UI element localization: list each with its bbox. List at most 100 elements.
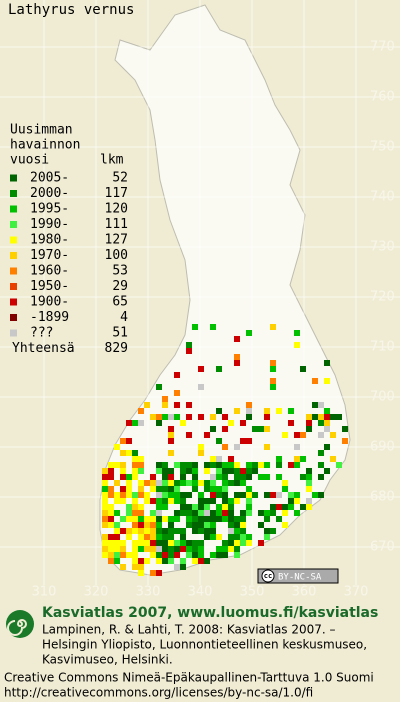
y-tick-label: 720 [370, 290, 395, 305]
record-cell [102, 540, 108, 546]
record-cell [120, 552, 126, 558]
record-cell [276, 492, 282, 498]
y-tick-label: 750 [370, 140, 395, 155]
svg-text:cc: cc [264, 572, 272, 580]
record-cell [144, 534, 150, 540]
record-cell [150, 474, 156, 480]
record-cell [168, 450, 174, 456]
record-cell [120, 564, 126, 570]
record-cell [108, 552, 114, 558]
record-cell [300, 456, 306, 462]
record-cell [120, 516, 126, 522]
record-cell [228, 522, 234, 528]
record-cell [150, 498, 156, 504]
record-cell [246, 474, 252, 480]
record-cell [288, 408, 294, 414]
record-cell [102, 534, 108, 540]
legend-swatch [10, 221, 17, 228]
record-cell [192, 474, 198, 480]
record-cell [162, 534, 168, 540]
record-cell [240, 528, 246, 534]
record-cell [300, 504, 306, 510]
record-cell [156, 492, 162, 498]
record-cell [294, 492, 300, 498]
record-cell [186, 492, 192, 498]
record-cell [180, 510, 186, 516]
record-cell [126, 492, 132, 498]
record-cell [180, 546, 186, 552]
record-cell [102, 474, 108, 480]
record-cell [162, 546, 168, 552]
record-cell [318, 432, 324, 438]
record-cell [162, 480, 168, 486]
record-cell [174, 402, 180, 408]
record-cell [240, 516, 246, 522]
record-cell [126, 516, 132, 522]
record-cell [108, 468, 114, 474]
record-cell [144, 522, 150, 528]
legend-label: 2005- [30, 171, 69, 186]
y-tick-label: 690 [370, 440, 395, 455]
record-cell [222, 480, 228, 486]
record-cell [306, 474, 312, 480]
record-cell [186, 546, 192, 552]
record-cell [108, 474, 114, 480]
record-cell [156, 558, 162, 564]
record-cell [102, 546, 108, 552]
x-tick-label: 360 [292, 585, 317, 600]
record-cell [210, 414, 216, 420]
record-cell [174, 510, 180, 516]
record-cell [234, 492, 240, 498]
record-cell [198, 366, 204, 372]
record-cell [240, 534, 246, 540]
record-cell [168, 432, 174, 438]
record-cell [324, 426, 330, 432]
x-tick-label: 340 [188, 585, 213, 600]
record-cell [252, 468, 258, 474]
record-cell [204, 486, 210, 492]
record-cell [270, 366, 276, 372]
record-cell [294, 432, 300, 438]
legend-swatch [10, 298, 17, 306]
record-cell [204, 516, 210, 522]
record-cell [294, 510, 300, 516]
record-cell [222, 486, 228, 492]
record-cell [156, 498, 162, 504]
record-cell [174, 498, 180, 504]
record-cell [234, 516, 240, 522]
record-cell [156, 540, 162, 546]
record-cell [174, 372, 180, 378]
record-cell [162, 552, 168, 558]
record-cell [288, 498, 294, 504]
y-tick-label: 770 [370, 40, 395, 55]
record-cell [114, 552, 120, 558]
record-cell [276, 462, 282, 468]
record-cell [168, 552, 174, 558]
record-cell [204, 534, 210, 540]
record-cell [210, 534, 216, 540]
record-cell [186, 540, 192, 546]
record-cell [192, 546, 198, 552]
record-cell [288, 492, 294, 498]
record-cell [216, 546, 222, 552]
record-cell [192, 540, 198, 546]
record-cell [240, 510, 246, 516]
record-cell [246, 492, 252, 498]
record-cell [264, 426, 270, 432]
record-cell [168, 546, 174, 552]
record-cell [222, 462, 228, 468]
record-cell [132, 456, 138, 462]
record-cell [168, 534, 174, 540]
record-cell [222, 426, 228, 432]
record-cell [240, 438, 246, 444]
record-cell [174, 480, 180, 486]
record-cell [132, 510, 138, 516]
record-cell [264, 414, 270, 420]
record-cell [180, 468, 186, 474]
record-cell [306, 480, 312, 486]
record-cell [150, 486, 156, 492]
record-cell [120, 528, 126, 534]
legend-heading: vuosi [10, 153, 49, 168]
citation: Kasvimuseo, Helsinki. [42, 653, 173, 667]
record-cell [204, 480, 210, 486]
